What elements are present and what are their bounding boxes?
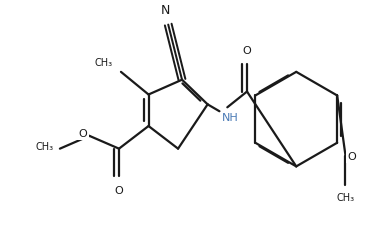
Text: O: O (347, 152, 356, 162)
Text: N: N (161, 4, 170, 17)
Text: NH: NH (221, 113, 238, 123)
Text: O: O (115, 186, 123, 196)
Text: CH₃: CH₃ (36, 142, 54, 152)
Text: O: O (243, 46, 251, 56)
Text: CH₃: CH₃ (95, 58, 113, 68)
Text: CH₃: CH₃ (336, 193, 355, 203)
Text: O: O (79, 129, 87, 139)
